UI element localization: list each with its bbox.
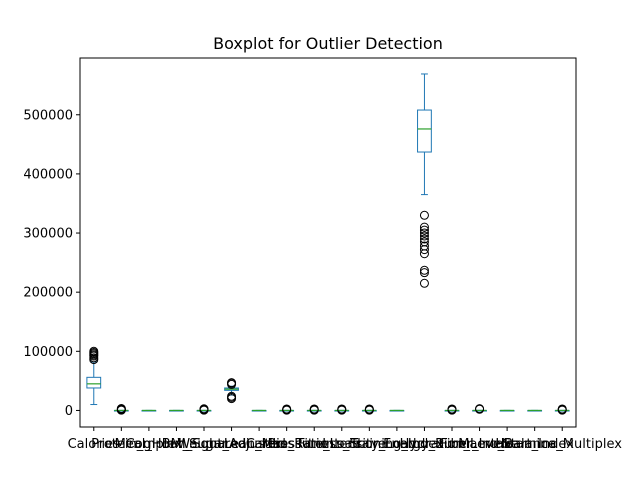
box-group [169,409,184,412]
outlier-point [419,268,429,278]
outlier-point [419,222,429,232]
box-group [444,404,460,415]
box-group [389,409,405,412]
outlier-point [89,346,99,356]
box-group [113,404,129,415]
box [86,376,102,389]
outlier-point [447,404,457,414]
x-tick-label: Heart_Index [495,437,574,452]
y-tick-label: 200000 [23,286,73,301]
y-tick-label: 300000 [23,227,73,242]
y-tick-label: 100000 [23,345,73,360]
outlier-point [419,278,429,288]
x-tick-label: Fitness_Score [298,437,386,452]
y-tick-label: 500000 [23,108,73,123]
x-tick-label: Cardio_Ratio [246,437,328,452]
x-tick-label: Training_Index [349,437,444,452]
y-axis: 0 100000 200000 300000 400000 500000 [23,108,80,419]
x-tick-label: Stamina_Multiplex [503,437,623,452]
x-tick-label: Hydration_Level [400,437,505,452]
outlier-point [419,265,429,275]
box-group [306,404,322,415]
outlier-point [475,404,485,414]
plot-frame [79,57,577,428]
outlier-point [337,404,347,414]
outlier-point [227,378,237,388]
outlier-point [419,241,429,251]
outlier-point [364,404,374,414]
plot-area [86,73,570,415]
outlier-point [557,404,567,414]
outlier-point [309,404,319,414]
x-tick-label: Fiber_Intake [440,437,518,452]
outlier-point [419,237,429,247]
box-group [86,346,102,406]
box-group [361,404,377,415]
outlier-point [199,404,209,414]
box-group [141,409,157,412]
x-tick-label: Complex_Sugar [126,437,228,452]
x-tick-label: Energy_Burn [383,437,466,452]
x-tick-label: Calories [68,437,121,452]
box [417,109,432,153]
x-tick-label: Macro_Balance [458,437,556,452]
outlier-point [419,225,429,235]
box-group [499,409,515,412]
x-tick-label: Lean_Mass [224,437,295,452]
box-group [554,404,570,415]
box-group [251,409,267,412]
box-group [472,404,487,414]
y-tick-label: 400000 [23,167,73,182]
box-group [334,404,350,415]
x-tick-label: BMI_Squared [162,437,247,452]
x-tick-label: Intensity_Load [322,437,416,452]
y-tick-label: 0 [65,404,73,419]
box-group [527,409,543,412]
box-group [224,378,239,404]
x-tick-label: Meal_Hour [115,437,184,452]
box-group [417,73,432,288]
outlier-point [419,234,429,244]
box-group [279,404,295,415]
outlier-point [116,404,126,414]
outlier-point [227,391,237,401]
outlier-point [419,228,429,238]
box-group [196,404,212,415]
outlier-point [419,210,429,220]
chart-title: Boxplot for Outlier Detection [213,34,443,53]
x-tick-label: Pressure_Load [268,437,361,452]
x-tick-label: Protein_g [91,437,151,452]
x-axis: CaloriesProtein_gMeal_HourComplex_SugarB… [68,427,623,452]
x-tick-label: Weight_Adjusted [177,437,286,452]
outlier-point [282,404,292,414]
outlier-point [419,231,429,241]
